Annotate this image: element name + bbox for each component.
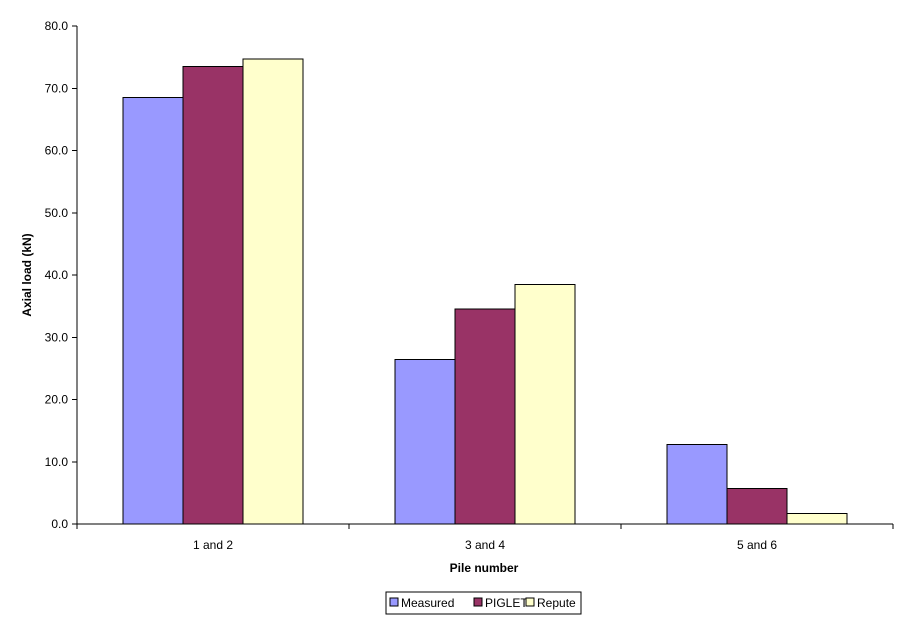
x-tick-label: 3 and 4 [465,538,505,552]
y-tick-label: 50.0 [45,206,69,220]
legend-items: Measured PIGLET Repute [389,596,576,610]
bars [122,58,848,525]
x-tick-label: 5 and 6 [737,538,777,552]
legend-swatch-repute [525,597,535,607]
legend-swatch-measured [389,597,399,607]
bar-measured-1 [122,97,184,525]
y-axis-title: Axial load (kN) [20,233,34,316]
y-tick-label: 30.0 [45,330,69,344]
legend-label-piglet: PIGLET [485,596,528,610]
legend-label-measured: Measured [401,596,454,610]
y-tick-label: 20.0 [45,393,69,407]
x-tick-label: 1 and 2 [193,538,233,552]
tick-labels: 0.0 10.0 20.0 30.0 40.0 50.0 60.0 70.0 80.0 1 and… [45,19,778,552]
legend-label-repute: Repute [537,596,576,610]
y-tick-label: 10.0 [45,455,69,469]
bar-piglet-2 [454,308,516,525]
y-tick-label: 80.0 [45,19,69,33]
bar-piglet-1 [182,65,244,525]
legend-swatch-piglet [473,597,483,607]
y-tick-label: 40.0 [45,268,69,282]
bar-repute-3 [786,512,848,525]
bar-repute-1 [242,58,304,525]
bar-measured-2 [394,359,456,525]
y-tick-label: 0.0 [51,517,68,531]
bar-piglet-3 [726,488,788,525]
bar-repute-2 [514,283,576,525]
x-axis-title: Pile number [450,561,519,575]
y-tick-label: 60.0 [45,144,69,158]
legend: Measured PIGLET Repute [385,591,582,615]
y-tick-label: 70.0 [45,81,69,95]
bar-measured-3 [666,443,728,525]
